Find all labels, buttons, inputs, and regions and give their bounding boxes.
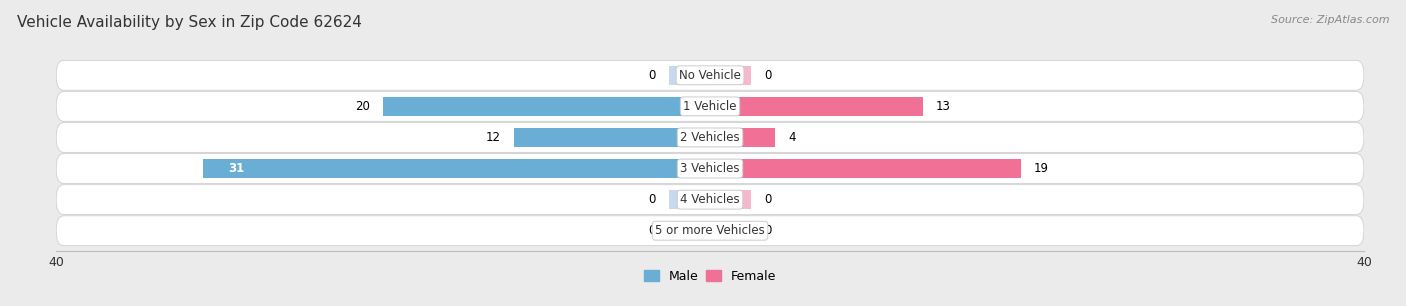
- FancyBboxPatch shape: [56, 60, 1364, 90]
- Text: Source: ZipAtlas.com: Source: ZipAtlas.com: [1271, 15, 1389, 25]
- Bar: [710, 221, 751, 240]
- Bar: [669, 66, 710, 85]
- Text: 12: 12: [486, 131, 501, 144]
- Bar: [710, 66, 751, 85]
- Text: 13: 13: [935, 100, 950, 113]
- Text: 31: 31: [228, 162, 245, 175]
- Text: Vehicle Availability by Sex in Zip Code 62624: Vehicle Availability by Sex in Zip Code …: [17, 15, 361, 30]
- Text: 0: 0: [763, 193, 772, 206]
- Text: 0: 0: [763, 224, 772, 237]
- FancyBboxPatch shape: [56, 185, 1364, 215]
- Text: No Vehicle: No Vehicle: [679, 69, 741, 82]
- Text: 0: 0: [763, 69, 772, 82]
- Text: 19: 19: [1033, 162, 1049, 175]
- Text: 0: 0: [648, 69, 657, 82]
- Bar: [382, 97, 710, 116]
- FancyBboxPatch shape: [56, 216, 1364, 246]
- Bar: [710, 97, 922, 116]
- Text: 5 or more Vehicles: 5 or more Vehicles: [655, 224, 765, 237]
- Bar: [710, 159, 1021, 178]
- Bar: [710, 128, 776, 147]
- Text: 3 Vehicles: 3 Vehicles: [681, 162, 740, 175]
- FancyBboxPatch shape: [56, 91, 1364, 121]
- Bar: [710, 190, 751, 209]
- Legend: Male, Female: Male, Female: [638, 265, 782, 288]
- Bar: [204, 159, 710, 178]
- Bar: [669, 221, 710, 240]
- FancyBboxPatch shape: [56, 154, 1364, 184]
- Bar: [669, 190, 710, 209]
- Text: 4: 4: [789, 131, 796, 144]
- Text: 0: 0: [648, 224, 657, 237]
- Text: 2 Vehicles: 2 Vehicles: [681, 131, 740, 144]
- Text: 4 Vehicles: 4 Vehicles: [681, 193, 740, 206]
- Text: 20: 20: [356, 100, 370, 113]
- FancyBboxPatch shape: [56, 122, 1364, 152]
- Text: 1 Vehicle: 1 Vehicle: [683, 100, 737, 113]
- Bar: [515, 128, 710, 147]
- Text: 0: 0: [648, 193, 657, 206]
